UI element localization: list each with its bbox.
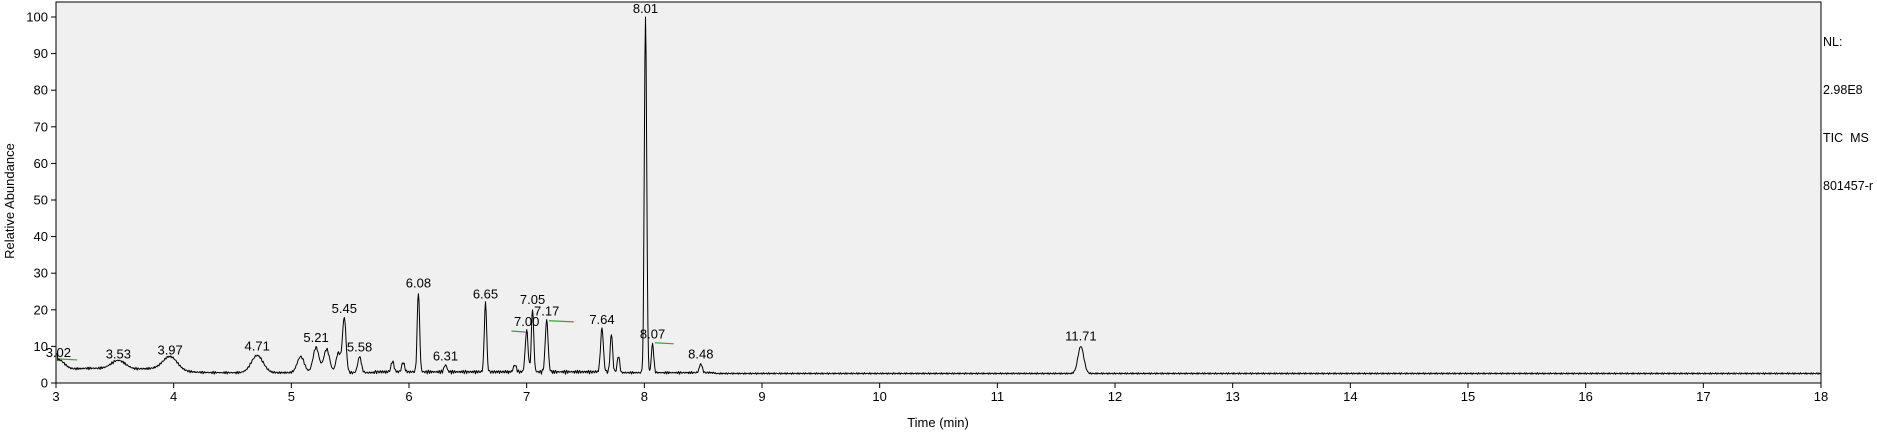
peak-label: 8.07 — [640, 327, 665, 342]
peak-label: 3.97 — [157, 342, 182, 357]
y-tick-label: 80 — [34, 83, 48, 98]
x-tick-label: 11 — [991, 389, 1005, 404]
y-tick-label: 40 — [34, 229, 48, 244]
peak-label: 5.21 — [303, 330, 328, 345]
y-tick-label: 70 — [34, 119, 48, 134]
peak-label: 6.31 — [433, 349, 458, 364]
y-tick-label: 50 — [34, 193, 48, 208]
x-tick-label: 16 — [1578, 389, 1592, 404]
x-tick-label: 9 — [758, 389, 765, 404]
plot-area — [55, 1, 1822, 384]
y-tick-label: 10 — [34, 339, 48, 354]
axis-ticks: 3 4 5 6 7 8 9 10 11 12 13 14 15 16 17 18 0 10 20 30 40 50 60 70… — [26, 10, 1828, 405]
peak-label: 5.45 — [332, 301, 357, 316]
peak-label: 7.05 — [520, 292, 545, 307]
normalization-info: NL: 2.98E8 TIC MS 801457-r — [1823, 2, 1873, 210]
x-tick-label: 13 — [1225, 389, 1239, 404]
peak-label: 7.17 — [534, 304, 559, 319]
integration-baselines — [58, 320, 674, 361]
x-tick-label: 6 — [405, 389, 412, 404]
peak-label: 11.71 — [1065, 328, 1097, 343]
x-tick-label: 8 — [641, 389, 648, 404]
x-tick-label: 12 — [1108, 389, 1122, 404]
info-line-value: 2.98E8 — [1823, 83, 1863, 97]
integration-baseline — [511, 330, 526, 333]
y-tick-label: 30 — [34, 266, 48, 281]
x-tick-label: 15 — [1461, 389, 1475, 404]
x-tick-label: 3 — [52, 389, 59, 404]
peak-label: 3.02 — [46, 345, 71, 360]
peak-label: 8.48 — [688, 347, 713, 362]
y-tick-label: 100 — [26, 10, 48, 25]
peak-label: 6.08 — [406, 275, 431, 290]
peak-labels: 3.02 3.53 3.97 4.71 5.21 5.45 5.58 6.08 6.31 6.65… — [46, 1, 1097, 364]
peak-label: 5.58 — [347, 339, 372, 354]
x-tick-label: 18 — [1814, 389, 1828, 404]
integration-baseline — [548, 320, 574, 323]
peak-label: 6.65 — [473, 286, 498, 301]
x-tick-label: 10 — [872, 389, 886, 404]
integration-baseline — [58, 358, 78, 361]
peak-label: 4.71 — [245, 338, 270, 353]
x-tick-label: 7 — [523, 389, 530, 404]
peak-label: 8.01 — [633, 1, 658, 16]
info-line-nl: NL: — [1823, 35, 1843, 49]
y-axis-title: Relative Abundance — [2, 143, 17, 259]
x-axis-title: Time (min) — [907, 415, 969, 430]
y-tick-label: 0 — [41, 376, 48, 391]
x-tick-label: 14 — [1343, 389, 1357, 404]
info-line-scan: TIC MS — [1823, 131, 1869, 145]
integration-baseline — [654, 342, 674, 345]
peak-label: 3.53 — [106, 347, 131, 362]
peak-label: 7.00 — [514, 314, 539, 329]
tic-trace — [56, 16, 1821, 375]
y-tick-label: 90 — [34, 46, 48, 61]
y-tick-label: 60 — [34, 156, 48, 171]
y-tick-label: 20 — [34, 302, 48, 317]
peak-label: 7.64 — [589, 312, 614, 327]
x-tick-label: 4 — [170, 389, 177, 404]
x-tick-label: 17 — [1696, 389, 1710, 404]
info-line-sample: 801457-r — [1823, 179, 1874, 193]
x-tick-label: 5 — [288, 389, 295, 404]
